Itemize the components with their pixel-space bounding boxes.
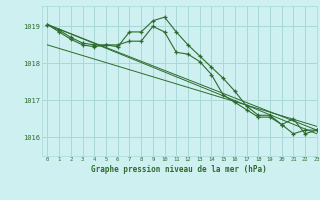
- X-axis label: Graphe pression niveau de la mer (hPa): Graphe pression niveau de la mer (hPa): [91, 165, 267, 174]
